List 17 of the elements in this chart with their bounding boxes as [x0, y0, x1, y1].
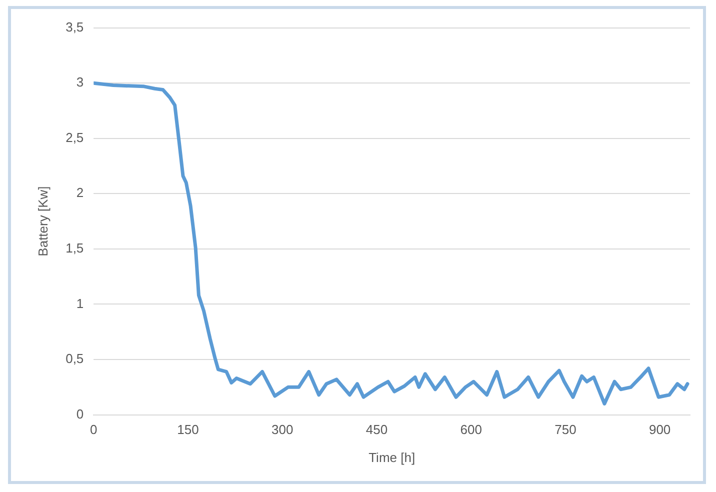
- x-tick-label: 750: [554, 422, 576, 438]
- y-tick-label: 3,5: [66, 19, 84, 34]
- x-axis-title: Time [h]: [368, 450, 416, 465]
- y-tick-label: 3: [76, 74, 84, 90]
- y-tick-label: 1: [76, 296, 84, 311]
- x-tick-label: 900: [648, 422, 671, 438]
- x-tick-label: 600: [460, 422, 482, 438]
- x-tick-label: 300: [272, 422, 294, 438]
- y-tick-label: 2,5: [66, 130, 84, 145]
- x-tick-label: 0: [90, 422, 98, 438]
- y-tick-label: 0,5: [66, 351, 84, 366]
- x-tick-label: 450: [366, 422, 388, 438]
- y-axis-title: Battery [Kw]: [35, 186, 50, 256]
- x-tick-label: 150: [177, 422, 199, 438]
- y-tick-label: 2: [76, 185, 84, 200]
- y-tick-label: 1,5: [66, 240, 84, 256]
- y-tick-label: 0: [76, 406, 84, 422]
